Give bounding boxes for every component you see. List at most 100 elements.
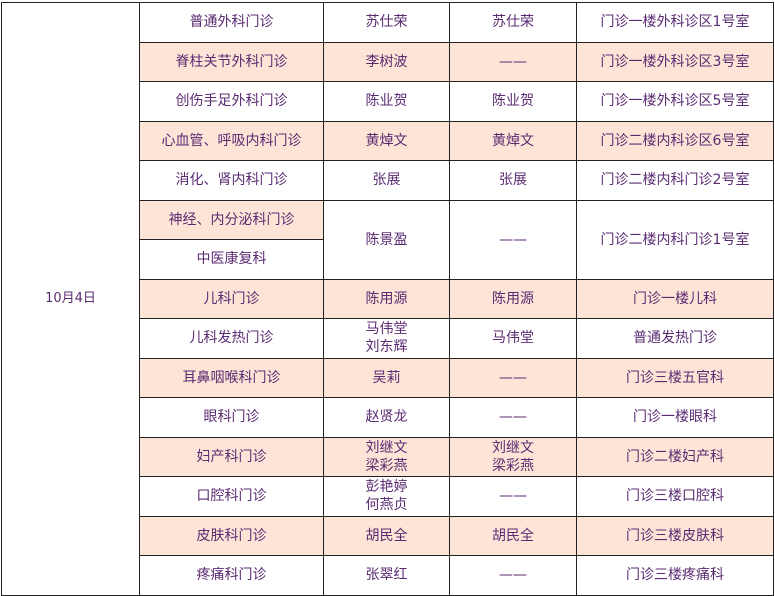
table-row: 儿科门诊 陈用源 陈用源 门诊一楼儿科: [2, 278, 774, 319]
doctor-cell-line: 胡民全: [365, 527, 408, 544]
expert-cell-line: ——: [499, 409, 527, 426]
expert-cell-line: 苏仕荣: [492, 14, 534, 31]
doctor-cell-line: 梁彩燕: [365, 457, 408, 474]
expert-cell-line: 陈业贺: [492, 93, 534, 110]
doctor-cell: 黄焯文: [323, 120, 450, 161]
expert-cell-line: ——: [499, 369, 527, 386]
department-cell: 耳鼻咽喉科门诊: [139, 357, 324, 398]
date-cell: 10月4日: [1, 2, 140, 596]
department-cell: 普通外科门诊: [139, 2, 324, 43]
location-cell: 门诊一楼外科诊区1号室: [576, 2, 774, 43]
location-cell: 门诊一楼外科诊区3号室: [576, 41, 774, 82]
department-cell: 中医康复科: [139, 239, 324, 280]
expert-cell: 马伟堂: [449, 318, 577, 359]
expert-cell-line: 黄焯文: [492, 132, 534, 149]
location-cell: 门诊二楼内科门诊1号室: [576, 199, 774, 280]
table-row: 耳鼻咽喉科门诊 吴莉 —— 门诊三楼五官科: [2, 357, 774, 398]
expert-cell: 黄焯文: [449, 120, 577, 161]
doctor-cell: 马伟堂 刘东辉: [323, 318, 450, 359]
table-row: 脊柱关节外科门诊 李树波 —— 门诊一楼外科诊区3号室: [2, 41, 774, 82]
location-cell: 门诊二楼妇产科: [576, 436, 774, 477]
doctor-cell-line: 马伟堂: [365, 321, 408, 338]
expert-cell: 苏仕荣: [449, 2, 577, 43]
location-cell: 门诊二楼内科诊区6号室: [576, 120, 774, 161]
doctor-cell: 陈用源: [323, 278, 450, 319]
expert-cell: 陈用源: [449, 278, 577, 319]
doctor-cell-line: 彭艳婷: [365, 479, 408, 496]
doctor-cell: 刘继文 梁彩燕: [323, 436, 450, 477]
expert-cell: ——: [449, 199, 577, 280]
doctor-cell: 苏仕荣: [323, 2, 450, 43]
table-row: 消化、肾内科门诊 张展 张展 门诊二楼内科门诊2号室: [2, 160, 774, 201]
location-cell: 门诊三楼疼痛科: [576, 555, 774, 596]
location-cell: 门诊二楼内科门诊2号室: [576, 160, 774, 201]
doctor-cell: 彭艳婷 何燕贞: [323, 476, 450, 517]
department-cell: 疼痛科门诊: [139, 555, 324, 596]
department-cell: 儿科门诊: [139, 278, 324, 319]
expert-cell-line: ——: [499, 231, 527, 248]
doctor-cell-line: 何燕贞: [365, 497, 408, 514]
doctor-cell: 张展: [323, 160, 450, 201]
doctor-cell: 胡民全: [323, 515, 450, 556]
expert-cell: ——: [449, 397, 577, 438]
location-cell: 门诊一楼儿科: [576, 278, 774, 319]
doctor-cell-line: 张翠红: [365, 567, 408, 584]
doctor-cell-line: 张展: [372, 172, 401, 189]
expert-cell: ——: [449, 357, 577, 398]
department-cell: 创伤手足外科门诊: [139, 81, 324, 122]
expert-cell-line: ——: [499, 53, 527, 70]
department-cell: 心血管、呼吸内科门诊: [139, 120, 324, 161]
table-row: 心血管、呼吸内科门诊 黄焯文 黄焯文 门诊二楼内科诊区6号室: [2, 120, 774, 161]
doctor-cell-line: 陈业贺: [365, 93, 408, 110]
expert-cell: 胡民全: [449, 515, 577, 556]
doctor-cell-line: 李树波: [365, 53, 408, 70]
doctor-cell: 吴莉: [323, 357, 450, 398]
doctor-cell-line: 刘继文: [365, 439, 408, 456]
doctor-cell: 李树波: [323, 41, 450, 82]
doctor-cell-line: 吴莉: [372, 369, 401, 386]
expert-cell: 张展: [449, 160, 577, 201]
doctor-cell-line: 陈景盈: [365, 231, 408, 248]
table-row: 神经、内分泌科门诊陈景盈 —— 门诊二楼内科门诊1号室: [2, 199, 774, 280]
department-cell: 儿科发热门诊: [139, 318, 324, 359]
location-cell: 门诊一楼外科诊区5号室: [576, 81, 774, 122]
doctor-cell: 赵贤龙: [323, 397, 450, 438]
location-cell: 普通发热门诊: [576, 318, 774, 359]
expert-cell: 刘继文 梁彩燕: [449, 436, 577, 477]
table-row: 疼痛科门诊 张翠红 —— 门诊三楼疼痛科: [2, 555, 774, 596]
department-cell: 口腔科门诊: [139, 476, 324, 517]
expert-cell-line: ——: [499, 488, 527, 505]
location-cell: 门诊三楼口腔科: [576, 476, 774, 517]
expert-cell-line: 张展: [499, 172, 527, 189]
expert-cell: ——: [449, 555, 577, 596]
department-cell: 神经、内分泌科门诊: [139, 199, 324, 240]
doctor-cell: 陈业贺: [323, 81, 450, 122]
location-cell: 门诊三楼皮肤科: [576, 515, 774, 556]
doctor-cell: 张翠红: [323, 555, 450, 596]
doctor-cell-line: 赵贤龙: [365, 409, 408, 426]
department-cell: 眼科门诊: [139, 397, 324, 438]
table-row: 儿科发热门诊 马伟堂 刘东辉 马伟堂 普通发热门诊: [2, 318, 774, 359]
department-cell: 消化、肾内科门诊: [139, 160, 324, 201]
location-cell: 门诊三楼五官科: [576, 357, 774, 398]
expert-cell-line: ——: [499, 567, 527, 584]
expert-cell: 陈业贺: [449, 81, 577, 122]
location-cell: 门诊一楼眼科: [576, 397, 774, 438]
doctor-cell-line: 苏仕荣: [365, 14, 408, 31]
expert-cell: ——: [449, 41, 577, 82]
expert-cell-line: 马伟堂: [492, 330, 534, 347]
expert-cell-line: 刘继文: [492, 439, 534, 456]
table-row: 创伤手足外科门诊 陈业贺 陈业贺 门诊一楼外科诊区5号室: [2, 81, 774, 122]
expert-cell-line: 胡民全: [492, 527, 534, 544]
department-cell: 皮肤科门诊: [139, 515, 324, 556]
expert-cell-line: 梁彩燕: [492, 457, 534, 474]
table-row: 眼科门诊 赵贤龙 —— 门诊一楼眼科: [2, 397, 774, 438]
table-row: 口腔科门诊 彭艳婷 何燕贞 —— 门诊三楼口腔科: [2, 476, 774, 517]
expert-cell: ——: [449, 476, 577, 517]
doctor-cell-line: 黄焯文: [365, 132, 408, 149]
doctor-cell-line: 刘东辉: [365, 339, 408, 356]
department-cell: 妇产科门诊: [139, 436, 324, 477]
department-cell: 脊柱关节外科门诊: [139, 41, 324, 82]
